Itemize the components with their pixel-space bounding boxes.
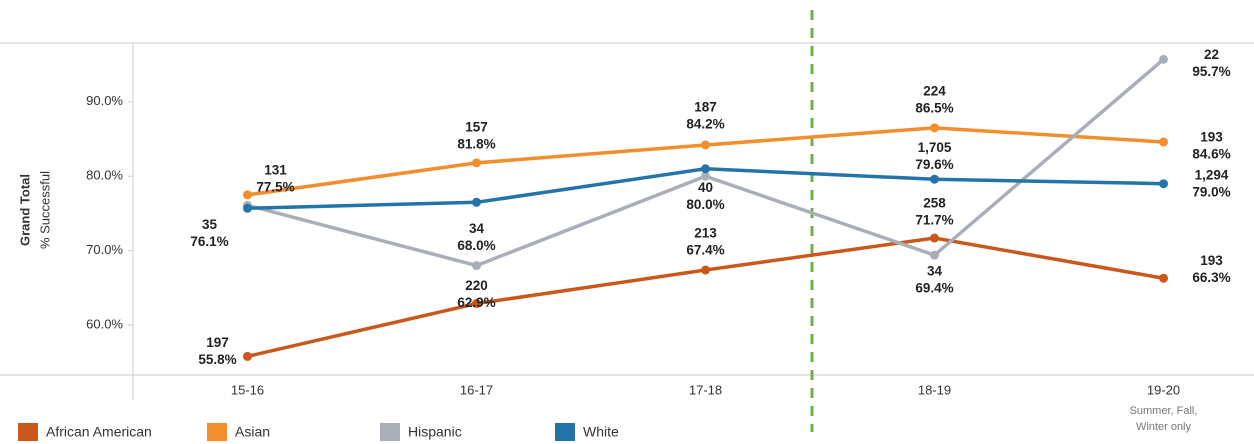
point — [701, 164, 710, 174]
point — [1159, 137, 1168, 147]
count-label: 224 — [923, 83, 946, 98]
point — [701, 171, 710, 181]
count-label: 1,705 — [918, 140, 952, 155]
count-label: 157 — [465, 119, 488, 134]
count-label: 34 — [927, 264, 943, 279]
point — [701, 265, 710, 275]
value-label: 55.8% — [198, 352, 236, 367]
count-label: 1,294 — [1195, 167, 1229, 182]
x-note: Winter only — [1136, 421, 1192, 433]
x-tick-label: 16-17 — [460, 382, 493, 397]
point — [243, 203, 252, 213]
value-label: 66.3% — [1192, 270, 1230, 285]
y-tick-label: 80.0% — [86, 168, 123, 183]
point — [1159, 273, 1168, 283]
count-label: 258 — [923, 196, 946, 211]
count-label: 193 — [1200, 253, 1223, 268]
count-label: 131 — [264, 162, 287, 177]
x-note: Summer, Fall, — [1130, 405, 1198, 417]
count-label: 34 — [469, 221, 485, 236]
value-label: 71.7% — [915, 213, 953, 228]
x-tick-label: 18-19 — [918, 382, 951, 397]
point — [243, 351, 252, 361]
value-label: 80.0% — [686, 197, 724, 212]
value-label: 67.4% — [686, 243, 724, 258]
count-label: 187 — [694, 100, 717, 115]
point — [472, 197, 481, 207]
point — [930, 250, 939, 260]
count-label: 35 — [202, 217, 218, 232]
point — [243, 190, 252, 200]
count-label: 22 — [1204, 47, 1219, 62]
value-label: 76.1% — [190, 234, 228, 249]
count-label: 213 — [694, 226, 717, 241]
point — [1159, 54, 1168, 64]
y-title: Grand Total — [17, 174, 32, 246]
x-tick-label: 17-18 — [689, 382, 722, 397]
count-label: 40 — [698, 180, 713, 195]
value-label: 69.4% — [915, 281, 953, 296]
value-label: 86.5% — [915, 100, 953, 115]
count-label: 220 — [465, 278, 488, 293]
x-tick-label: 15-16 — [231, 382, 264, 397]
point — [930, 123, 939, 133]
legend-label: Hispanic — [408, 424, 462, 440]
value-label: 77.5% — [256, 179, 294, 194]
count-label: 197 — [206, 335, 229, 350]
legend-label: White — [583, 424, 619, 440]
value-label: 84.6% — [1192, 147, 1230, 162]
value-label: 68.0% — [457, 238, 495, 253]
legend-swatch — [207, 423, 227, 441]
point — [472, 261, 481, 271]
legend-label: African American — [46, 424, 152, 440]
legend-swatch — [555, 423, 575, 441]
count-label: 193 — [1200, 130, 1223, 145]
y-tick-label: 60.0% — [86, 317, 123, 332]
value-label: 81.8% — [457, 136, 495, 151]
point — [701, 140, 710, 150]
point — [930, 233, 939, 243]
point — [930, 174, 939, 184]
x-tick-label: 19-20 — [1147, 382, 1180, 397]
point — [1159, 179, 1168, 189]
y-tick-label: 70.0% — [86, 242, 123, 257]
y-subtitle: % Successful — [37, 171, 52, 249]
y-tick-label: 90.0% — [86, 93, 123, 108]
legend-swatch — [380, 423, 400, 441]
value-label: 79.6% — [915, 157, 953, 172]
value-label: 84.2% — [686, 117, 724, 132]
legend-label: Asian — [235, 424, 270, 440]
value-label: 95.7% — [1192, 64, 1230, 79]
point — [472, 299, 481, 309]
point — [472, 158, 481, 168]
value-label: 62.9% — [457, 295, 495, 310]
legend-swatch — [18, 423, 38, 441]
value-label: 79.0% — [1192, 184, 1230, 199]
